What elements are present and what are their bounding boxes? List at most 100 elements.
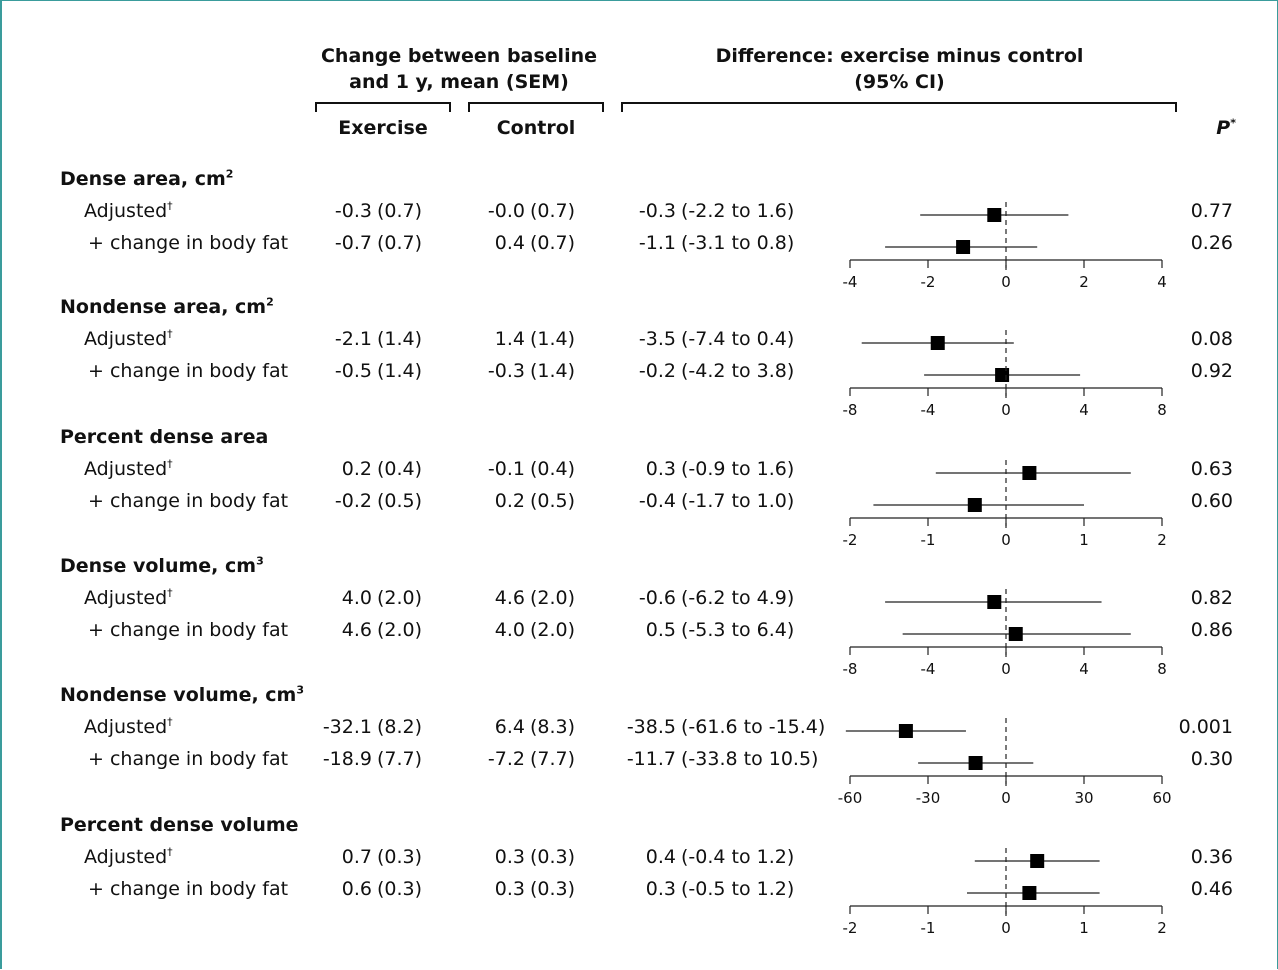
x-axis-tick-label: -1 (921, 531, 936, 549)
point-estimate-marker (968, 756, 983, 770)
difference-estimate: 0.3 (645, 458, 676, 480)
p-value: 0.36 (1190, 846, 1233, 868)
difference-estimate: -3.5 (638, 328, 676, 350)
x-axis-tick-label: -4 (843, 273, 858, 291)
difference-ci: (-0.5 to 1.2) (681, 878, 795, 900)
point-estimate-marker (1008, 627, 1023, 641)
point-estimate-marker (956, 240, 971, 254)
difference-header-line-2: (95% CI) (854, 71, 945, 93)
control-mean: -0.3 (487, 360, 525, 382)
exercise-sem: (0.7) (377, 200, 423, 222)
p-value: 0.26 (1190, 232, 1233, 254)
difference-ci: (-2.2 to 1.6) (681, 200, 795, 222)
difference-header: Difference: exercise minus control (95% … (622, 43, 1177, 95)
row-label: Adjusted† (84, 458, 173, 480)
exercise-sem: (1.4) (377, 360, 423, 382)
control-mean: 4.6 (494, 587, 525, 609)
control-sem: (1.4) (530, 360, 576, 382)
change-header: Change between baseline and 1 y, mean (S… (314, 43, 604, 95)
difference-ci: (-61.6 to -15.4) (681, 716, 826, 738)
x-axis-tick-label: -2 (921, 273, 936, 291)
x-axis-tick-label: 0 (1001, 919, 1011, 937)
exercise-sem: (0.3) (377, 878, 423, 900)
x-axis-tick-label: -30 (916, 789, 941, 807)
control-sem: (2.0) (530, 619, 576, 641)
exercise-sem: (0.3) (377, 846, 423, 868)
x-axis-tick-label: 2 (1079, 273, 1089, 291)
difference-header-line-1: Difference: exercise minus control (715, 45, 1084, 67)
control-mean: 0.3 (494, 878, 525, 900)
change-header-line-2: and 1 y, mean (SEM) (349, 71, 569, 93)
control-sem: (0.3) (530, 878, 576, 900)
exercise-mean: -32.1 (322, 716, 372, 738)
row-label: Adjusted† (84, 587, 173, 609)
point-estimate-marker (930, 336, 945, 350)
difference-estimate: -0.4 (638, 490, 676, 512)
row-label: + change in body fat (88, 619, 289, 641)
adjusted-footnote-mark: † (167, 327, 173, 341)
section-title: Dense area, cm2 (60, 168, 233, 190)
x-axis-tick-label: 1 (1079, 919, 1089, 937)
control-mean: 6.4 (494, 716, 525, 738)
section-title-text: Percent dense volume (60, 814, 299, 836)
x-axis-tick-label: 2 (1157, 919, 1167, 937)
exercise-mean: 4.6 (341, 619, 372, 641)
section-title: Percent dense area (60, 426, 268, 448)
x-axis-tick-label: -60 (838, 789, 863, 807)
exercise-mean: -0.2 (334, 490, 372, 512)
control-sem: (0.5) (530, 490, 576, 512)
adjusted-footnote-mark: † (167, 715, 173, 729)
difference-ci: (-33.8 to 10.5) (681, 748, 819, 770)
exercise-mean: -2.1 (334, 328, 372, 350)
x-axis-tick-label: 0 (1001, 531, 1011, 549)
control-mean: 0.2 (494, 490, 525, 512)
section-title: Nondense volume, cm3 (60, 684, 304, 706)
p-value: 0.92 (1190, 360, 1233, 382)
section-title-text: Percent dense area (60, 426, 269, 448)
exercise-column-header: Exercise (338, 117, 428, 139)
section-title-text: Nondense volume, cm (60, 684, 297, 706)
control-sem: (1.4) (530, 328, 576, 350)
control-sem: (8.3) (530, 716, 576, 738)
x-axis-tick-label: 8 (1157, 660, 1167, 678)
control-sem: (0.7) (530, 232, 576, 254)
p-value: 0.46 (1190, 878, 1233, 900)
section-title-unit-exponent: 2 (266, 295, 274, 309)
x-axis-tick-label: 0 (1001, 401, 1011, 419)
difference-estimate: 0.4 (645, 846, 676, 868)
exercise-mean: 0.7 (341, 846, 372, 868)
difference-bracket (621, 102, 1177, 112)
row-label: Adjusted† (84, 716, 173, 738)
p-value: 0.08 (1190, 328, 1233, 350)
section-title-text: Dense volume, cm (60, 555, 257, 577)
section-title: Dense volume, cm3 (60, 555, 264, 577)
x-axis-tick-label: -1 (921, 919, 936, 937)
section-title-unit-exponent: 3 (296, 683, 305, 697)
control-sem: (0.4) (530, 458, 576, 480)
x-axis-tick-label: -8 (843, 401, 858, 419)
section-title: Percent dense volume (60, 814, 299, 836)
control-mean: 0.3 (494, 846, 525, 868)
forest-panel: -8 -4 0 4 8 (843, 589, 1167, 678)
difference-estimate: 0.5 (645, 619, 676, 641)
p-footnote-mark: * (1230, 116, 1236, 130)
row-label: + change in body fat (88, 232, 289, 254)
exercise-sem: (0.7) (377, 232, 423, 254)
difference-ci: (-1.7 to 1.0) (681, 490, 795, 512)
x-axis-tick-label: -2 (843, 531, 858, 549)
difference-estimate: -1.1 (638, 232, 676, 254)
x-axis-tick-label: 4 (1157, 273, 1167, 291)
difference-estimate: -11.7 (626, 748, 676, 770)
row-label: + change in body fat (88, 878, 289, 900)
difference-ci: (-3.1 to 0.8) (681, 232, 795, 254)
section-title-unit-exponent: 2 (225, 167, 234, 181)
exercise-sem: (1.4) (377, 328, 423, 350)
p-value: 0.60 (1190, 490, 1233, 512)
row-label-text: Adjusted (84, 846, 168, 868)
adjusted-footnote-mark: † (167, 845, 173, 859)
exercise-mean: -18.9 (322, 748, 372, 770)
row-label-text: Adjusted (84, 200, 168, 222)
row-label-text: Adjusted (84, 458, 168, 480)
exercise-sem: (8.2) (377, 716, 423, 738)
x-axis-tick-label: 1 (1079, 531, 1089, 549)
